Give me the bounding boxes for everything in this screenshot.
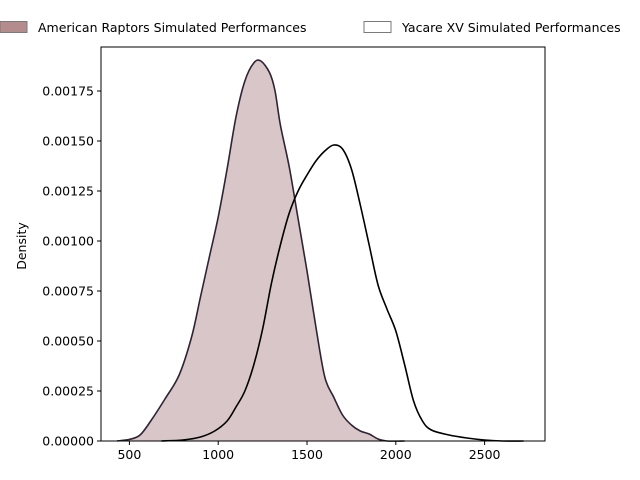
- y-tick-label: 0.00125: [42, 184, 94, 199]
- series-1-line: [161, 144, 524, 442]
- x-tick-label: 2000: [380, 447, 412, 462]
- plot-frame: [100, 46, 546, 442]
- x-tick-label: 2500: [469, 447, 501, 462]
- y-tick-label: 0.00175: [42, 84, 94, 99]
- legend-swatch-0: [0, 21, 28, 33]
- y-axis-label: Density: [14, 222, 29, 270]
- y-tick-label: 0.00050: [42, 334, 94, 349]
- legend-label-1: Yacare XV Simulated Performances: [401, 20, 621, 35]
- legend-swatch-1: [363, 21, 392, 33]
- axes: 500 1000 1500 2000 2500 0.00000 0.00025 0.00050…: [42, 46, 546, 462]
- x-tick-label: 1500: [291, 447, 323, 462]
- series-0-line: [116, 59, 405, 442]
- y-tick-label: 0.00100: [42, 234, 94, 249]
- x-tick-label: 1000: [202, 447, 234, 462]
- y-tick-label: 0.00025: [42, 384, 94, 399]
- x-tick-label: 500: [117, 447, 141, 462]
- plot-area: [116, 59, 524, 442]
- series-0-area: [116, 60, 405, 442]
- legend: American Raptors Simulated Performances Y…: [0, 20, 621, 35]
- y-tick-label: 0.00075: [42, 284, 94, 299]
- legend-label-0: American Raptors Simulated Performances: [38, 20, 307, 35]
- y-tick-label: 0.00000: [42, 434, 94, 449]
- y-tick-label: 0.00150: [42, 134, 94, 149]
